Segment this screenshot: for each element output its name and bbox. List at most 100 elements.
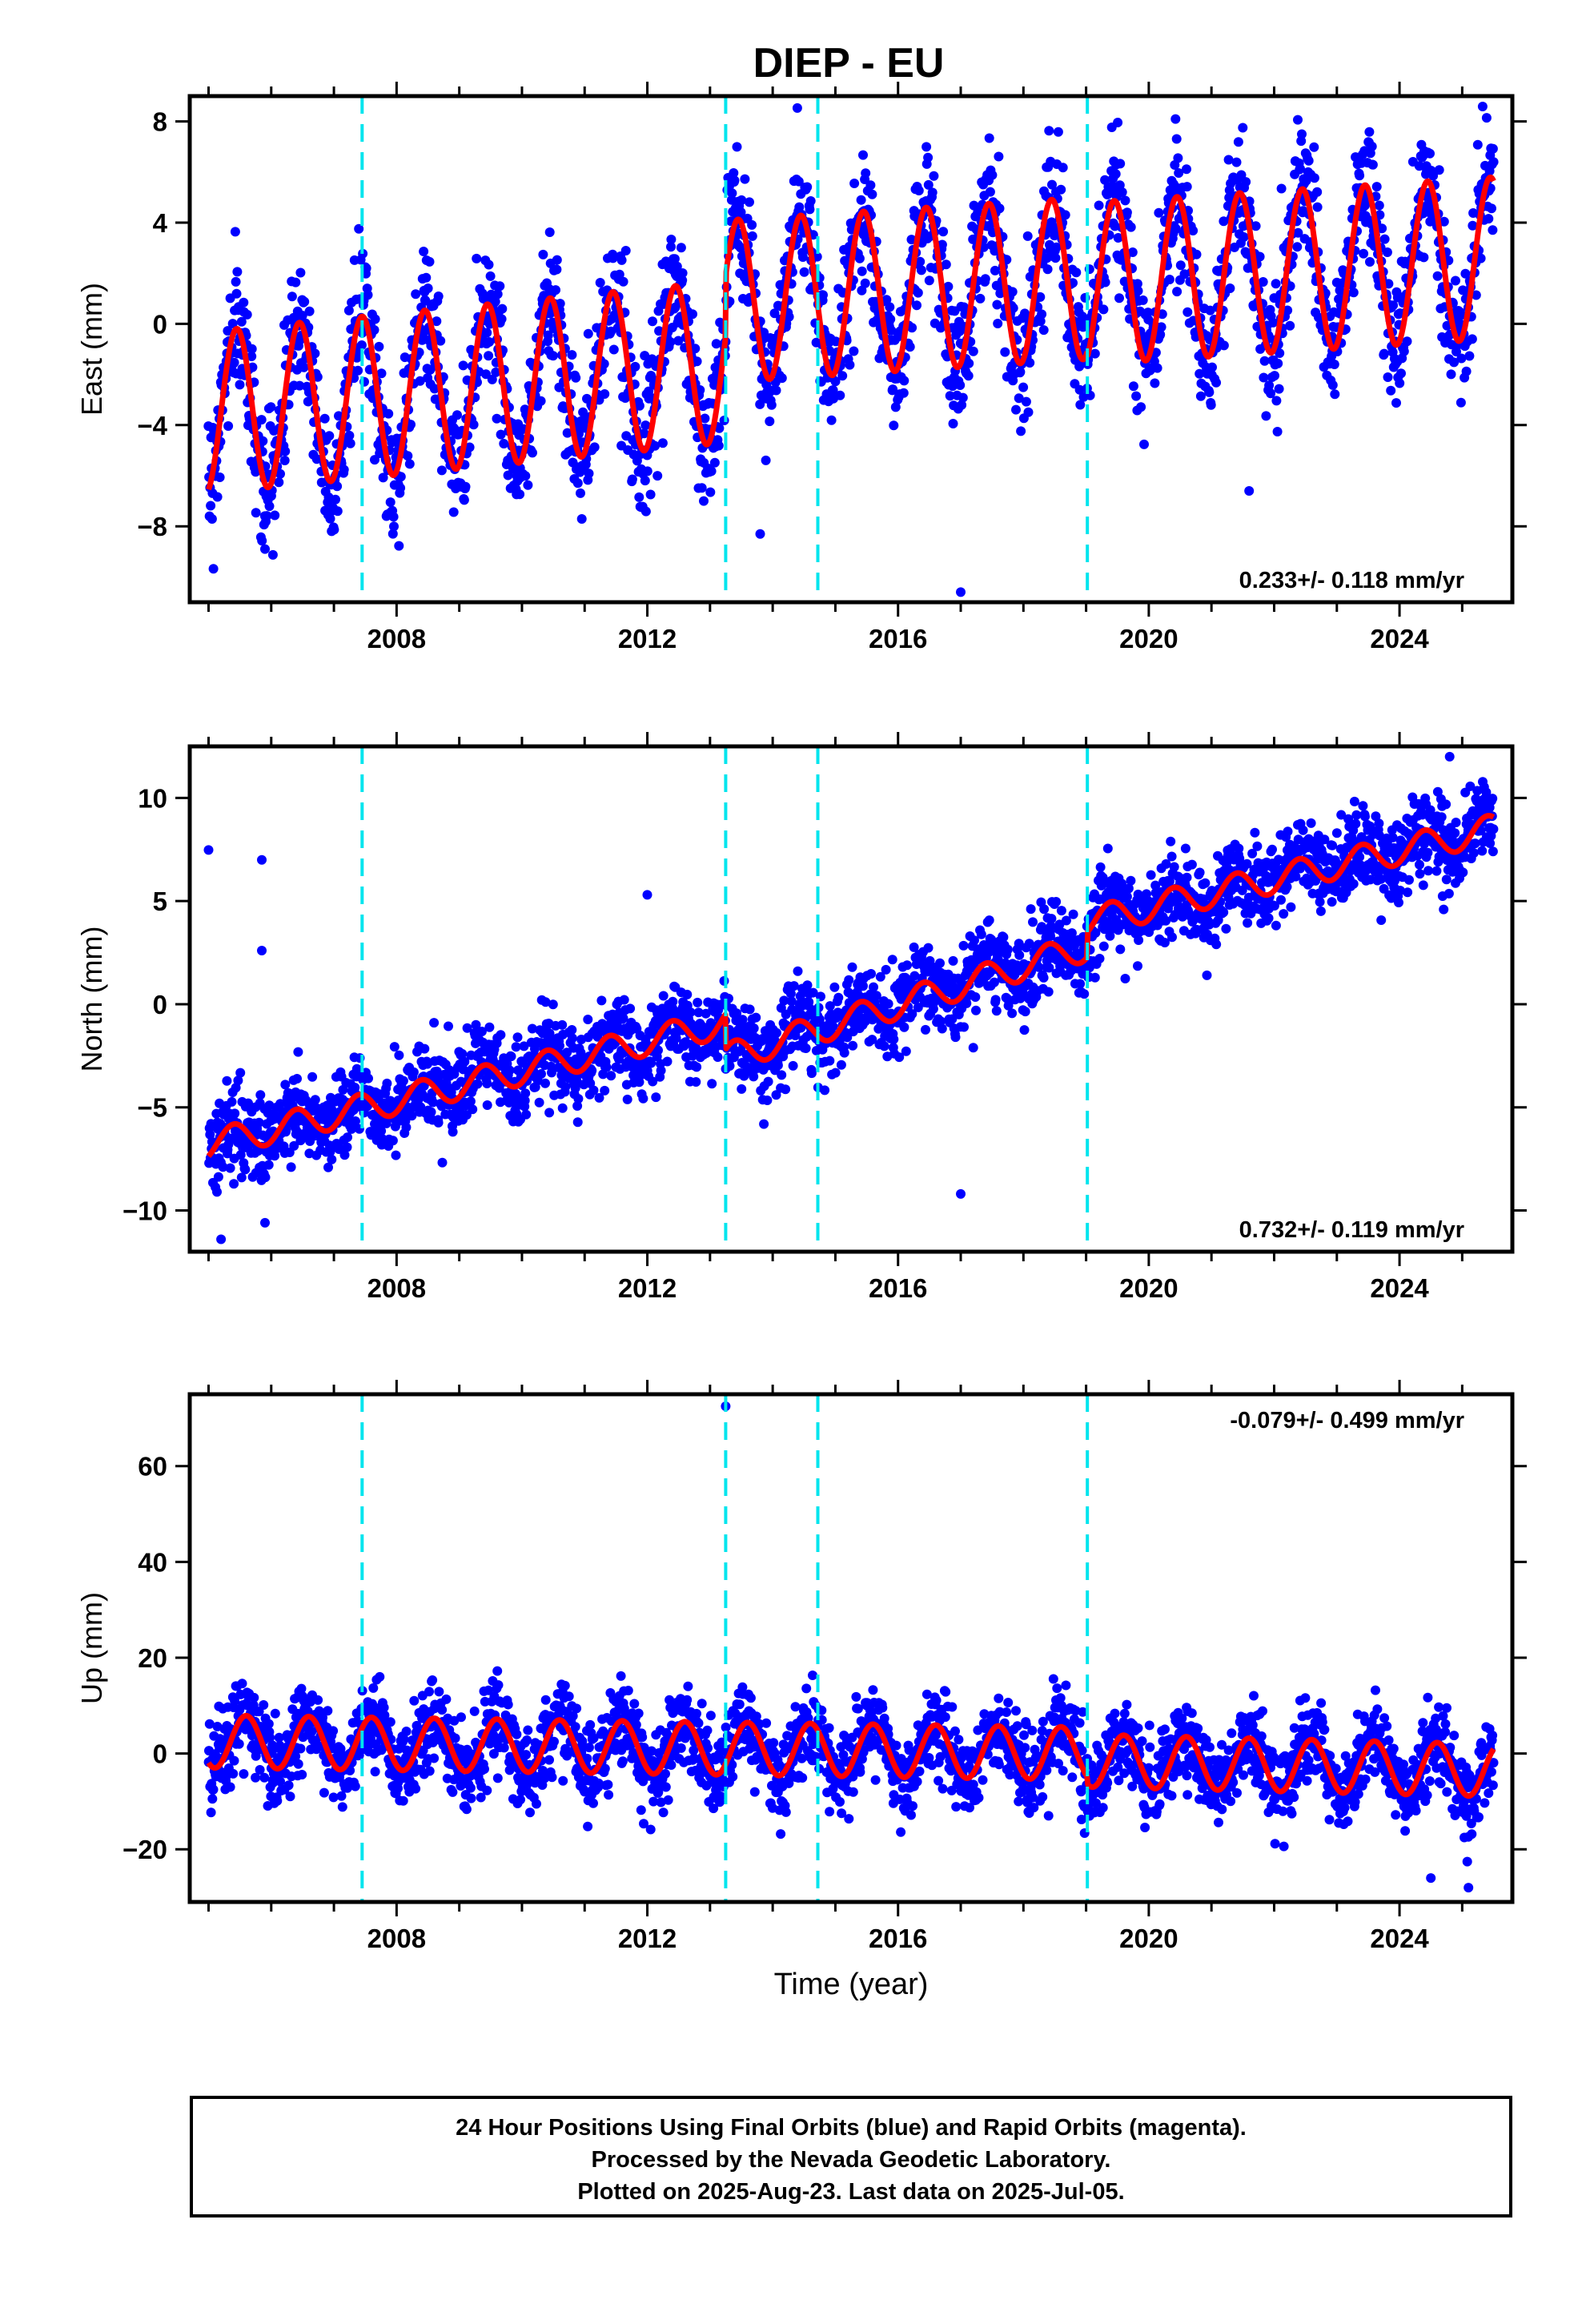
data-point: [1439, 216, 1449, 227]
data-point: [351, 1116, 360, 1126]
data-point: [887, 955, 897, 965]
data-point: [343, 305, 354, 316]
data-point: [998, 932, 1009, 943]
data-point: [618, 1013, 628, 1023]
data-point: [994, 203, 1005, 214]
data-point: [1329, 360, 1339, 369]
data-point: [511, 1042, 521, 1052]
data-point: [1219, 907, 1229, 918]
data-point: [640, 476, 650, 486]
data-point: [1079, 989, 1090, 999]
data-point: [1007, 1008, 1018, 1019]
data-point: [1306, 818, 1316, 828]
data-point: [465, 1096, 476, 1107]
data-point: [230, 1108, 240, 1119]
data-point: [536, 396, 546, 406]
data-point: [1008, 303, 1018, 313]
data-point: [677, 268, 688, 278]
data-point: [899, 1022, 909, 1032]
data-point: [777, 1070, 787, 1080]
data-point: [1451, 275, 1460, 286]
data-point: [737, 195, 747, 205]
data-point: [1221, 923, 1231, 934]
data-point: [506, 1051, 516, 1062]
data-point: [927, 187, 938, 198]
data-point: [1043, 987, 1054, 997]
data-point: [1359, 248, 1369, 259]
data-point: [825, 1055, 835, 1066]
data-point: [713, 1052, 723, 1062]
data-point: [1327, 840, 1338, 850]
data-point: [225, 1163, 235, 1173]
data-point: [890, 402, 901, 412]
data-point: [881, 295, 892, 305]
data-point: [1015, 367, 1026, 377]
data-point: [1016, 426, 1026, 436]
data-point: [548, 999, 558, 1010]
data-point: [650, 440, 661, 451]
data-point: [1377, 223, 1387, 234]
data-point: [867, 189, 877, 199]
data-point: [251, 508, 261, 518]
data-point: [460, 1056, 470, 1067]
data-point: [557, 1103, 568, 1113]
data-point: [697, 483, 707, 493]
data-point: [1456, 353, 1467, 364]
data-point: [793, 176, 804, 187]
data-point: [1138, 295, 1148, 305]
data-point: [1170, 114, 1181, 124]
data-point: [383, 408, 394, 419]
data-point: [762, 1096, 773, 1105]
data-point: [1170, 223, 1181, 234]
data-point: [528, 448, 537, 458]
data-point: [426, 1107, 436, 1117]
data-point: [620, 246, 631, 255]
data-point: [487, 374, 497, 384]
data-point: [627, 474, 637, 485]
data-point: [543, 330, 553, 340]
data-point: [957, 400, 967, 410]
data-point: [1136, 402, 1146, 412]
data-point: [291, 277, 301, 287]
data-point: [389, 1042, 400, 1052]
data-point: [745, 1004, 755, 1015]
data-point: [588, 1085, 599, 1096]
data-point: [971, 1005, 981, 1015]
data-point: [499, 439, 509, 448]
data-point: [1255, 251, 1265, 262]
data-point: [1382, 247, 1392, 257]
data-point: [1295, 163, 1305, 174]
data-point: [437, 1157, 448, 1168]
data-point: [519, 1041, 529, 1051]
data-point: [1182, 182, 1192, 192]
data-point: [844, 975, 854, 985]
data-point: [837, 371, 848, 381]
data-point: [640, 420, 651, 431]
data-point: [388, 512, 399, 522]
data-point: [1258, 277, 1268, 287]
data-point: [394, 1050, 404, 1060]
data-point: [1243, 918, 1253, 928]
data-point: [1128, 381, 1138, 392]
data-point: [310, 1095, 320, 1105]
data-point: [740, 174, 750, 184]
data-point: [906, 235, 917, 245]
data-point: [1292, 242, 1303, 252]
data-point: [1094, 200, 1104, 211]
data-point: [353, 365, 363, 376]
data-point: [1021, 396, 1031, 407]
data-point: [881, 964, 891, 975]
data-point: [1211, 939, 1222, 950]
north-points: [203, 751, 1499, 1244]
data-point: [1348, 287, 1359, 298]
data-point: [396, 483, 406, 493]
data-point: [555, 1040, 564, 1051]
data-point: [970, 992, 981, 1002]
data-point: [955, 380, 966, 390]
data-point: [839, 1047, 849, 1058]
data-point: [1223, 155, 1234, 165]
data-point: [270, 510, 280, 521]
data-point: [763, 1076, 773, 1087]
data-point: [1283, 826, 1293, 837]
